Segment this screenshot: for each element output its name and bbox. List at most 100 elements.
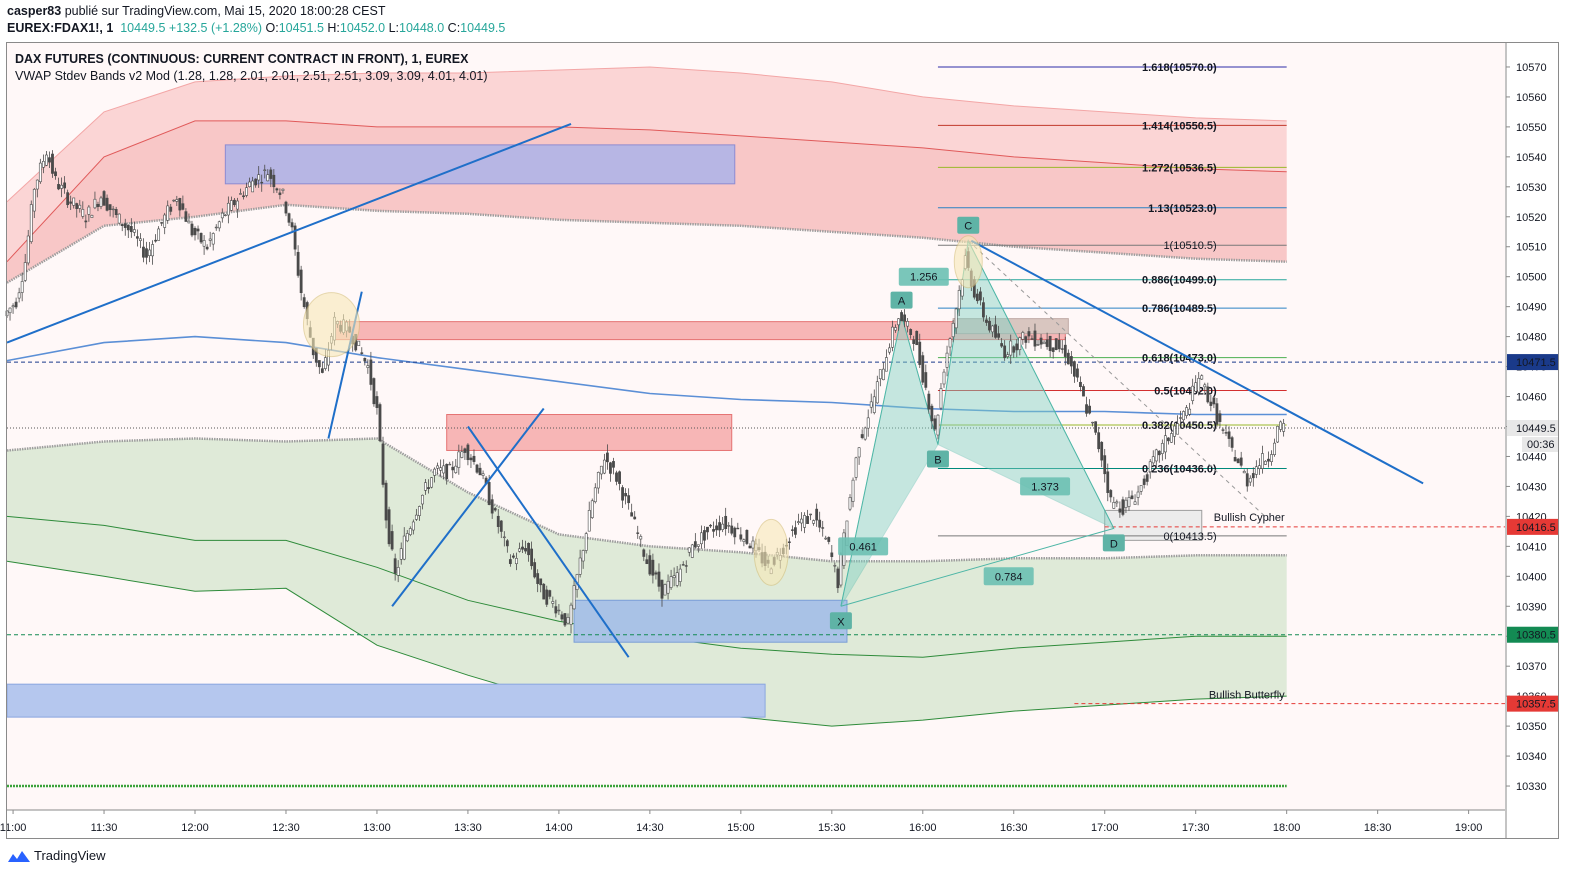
highlight-ellipse-2 bbox=[753, 518, 789, 586]
y-tick-label: 10570 bbox=[1516, 62, 1547, 74]
candle-body bbox=[978, 291, 982, 301]
candle-body bbox=[512, 555, 515, 558]
candle-body bbox=[496, 515, 500, 527]
candle-body bbox=[639, 536, 643, 540]
candle-body bbox=[260, 181, 264, 184]
lower-band-fill bbox=[7, 438, 1287, 727]
candle-body bbox=[624, 493, 628, 497]
candle-body bbox=[87, 206, 91, 215]
candle-body bbox=[1015, 343, 1019, 351]
harmonic-point-badge bbox=[1102, 534, 1125, 552]
candle-body bbox=[627, 495, 631, 504]
candle-body bbox=[1085, 404, 1088, 414]
harmonic-ratio-badge bbox=[898, 267, 949, 286]
candle-body bbox=[145, 248, 148, 258]
candle-body bbox=[542, 583, 546, 600]
candle-body bbox=[636, 532, 640, 534]
candle-body bbox=[357, 340, 361, 346]
candle-body bbox=[903, 314, 906, 322]
candle-body bbox=[1154, 449, 1158, 462]
candle-body bbox=[1209, 401, 1213, 406]
candle-body bbox=[430, 477, 433, 488]
tradingview-brand[interactable]: TradingView bbox=[8, 848, 106, 863]
candle-body bbox=[918, 341, 922, 365]
candle-body bbox=[1212, 397, 1216, 405]
countdown-label: 00:36 bbox=[1527, 439, 1555, 451]
candle-body bbox=[718, 522, 722, 531]
harmonic-ratio-badge bbox=[1020, 477, 1071, 496]
candle-body bbox=[217, 221, 221, 229]
candle-body bbox=[548, 590, 552, 597]
candle-body bbox=[1082, 386, 1085, 397]
x-tick-label: 12:30 bbox=[272, 822, 300, 834]
candle-body bbox=[733, 527, 737, 538]
publisher-name[interactable]: casper83 bbox=[7, 4, 62, 18]
candle-body bbox=[1112, 502, 1116, 509]
candle-body bbox=[1224, 432, 1228, 434]
candle-body bbox=[469, 457, 473, 461]
series-title[interactable]: DAX FUTURES (CONTINUOUS: CURRENT CONTRAC… bbox=[15, 52, 469, 66]
y-tick-label: 10390 bbox=[1516, 601, 1547, 613]
candle-body bbox=[99, 197, 103, 207]
candle-body bbox=[487, 482, 491, 505]
harmonic-point-label: D bbox=[1110, 538, 1118, 550]
candle-body bbox=[830, 552, 834, 557]
price-label-text: 10380.5 bbox=[1516, 630, 1556, 642]
candle-body bbox=[891, 326, 894, 348]
candle-body bbox=[515, 558, 518, 565]
candle-body bbox=[1073, 361, 1076, 377]
candle-body bbox=[1139, 485, 1143, 492]
indicator-legend[interactable]: VWAP Stdev Bands v2 Mod (1.28, 1.28, 2.0… bbox=[15, 69, 488, 83]
vwap-upper-inner-line bbox=[6, 203, 1287, 284]
candle-body bbox=[102, 191, 106, 206]
vwap-line bbox=[6, 335, 1287, 416]
candle-body bbox=[287, 213, 291, 223]
candle-body bbox=[884, 357, 888, 372]
price-label-text: 10357.5 bbox=[1516, 699, 1556, 711]
candle-body bbox=[821, 527, 825, 529]
candle-body bbox=[988, 320, 991, 331]
y-tick-label: 10460 bbox=[1516, 392, 1547, 404]
harmonic-point-label: B bbox=[934, 454, 941, 466]
candle-body bbox=[272, 174, 276, 188]
candle-body bbox=[14, 301, 18, 308]
candle-body bbox=[857, 447, 861, 458]
harmonic-xd-line bbox=[840, 527, 1114, 607]
candle-body bbox=[1060, 348, 1064, 350]
candle-body bbox=[84, 220, 88, 223]
candle-body bbox=[139, 238, 142, 241]
candle-body bbox=[1188, 408, 1192, 415]
candle-body bbox=[745, 529, 749, 544]
candle-body bbox=[381, 443, 385, 485]
candle-body bbox=[5, 310, 9, 317]
harmonic-ratio-badge bbox=[983, 567, 1034, 586]
candle-body bbox=[1142, 478, 1146, 485]
candle-body bbox=[123, 223, 127, 228]
candle-body bbox=[454, 465, 458, 473]
open-label: O: bbox=[265, 21, 279, 35]
candle-body bbox=[1170, 433, 1173, 443]
candle-body bbox=[602, 459, 606, 474]
candle-body bbox=[72, 197, 76, 206]
candle-body bbox=[135, 236, 139, 239]
candle-body bbox=[1239, 457, 1243, 466]
candle-body bbox=[1076, 368, 1079, 378]
candle-body bbox=[696, 544, 700, 547]
candle-body bbox=[721, 523, 725, 530]
candle-body bbox=[226, 202, 230, 216]
candle-body bbox=[421, 494, 424, 505]
candle-body bbox=[715, 525, 718, 531]
candle-body bbox=[223, 214, 227, 217]
candle-body bbox=[29, 204, 33, 242]
candle-body bbox=[387, 509, 391, 545]
candle-body bbox=[1264, 460, 1267, 465]
vwap-upper-outer-line bbox=[6, 66, 1287, 203]
candle-body bbox=[1203, 384, 1207, 388]
candle-body bbox=[169, 206, 173, 212]
candle-body bbox=[590, 500, 594, 518]
candle-body bbox=[126, 225, 130, 231]
price-label-badge bbox=[1507, 419, 1558, 436]
candle-body bbox=[669, 576, 673, 588]
pattern-label-cypher: Bullish Cypher bbox=[1214, 512, 1285, 524]
